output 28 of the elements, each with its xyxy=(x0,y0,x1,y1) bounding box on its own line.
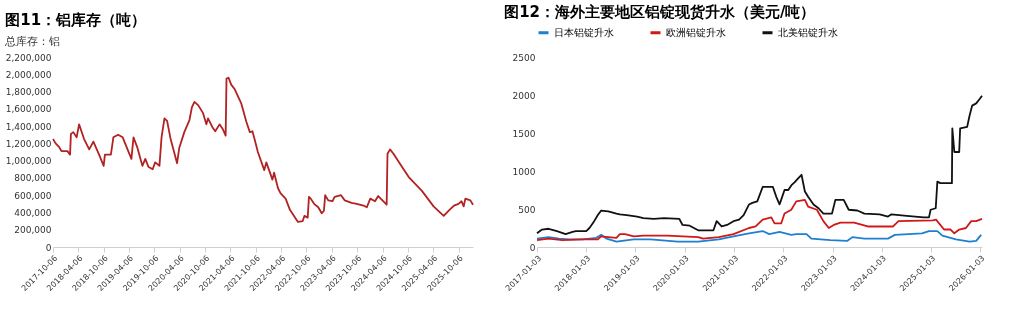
y-tick-label: 1500 xyxy=(512,128,536,139)
y-tick-label: 600,000 xyxy=(14,190,52,201)
y-tick-label: 0 xyxy=(529,242,536,253)
line-series xyxy=(536,198,983,242)
y-tick-label: 1,000,000 xyxy=(5,156,52,167)
y-tick-label: 1000 xyxy=(512,166,536,177)
y-tick-label: 2500 xyxy=(512,52,536,63)
y-tick-label: 2000 xyxy=(512,90,536,101)
y-tick-label: 0 xyxy=(45,242,52,253)
chart-title: 图12：海外主要地区铝锭现货升水（美元/吨） xyxy=(504,3,816,21)
y-tick-label: 1,800,000 xyxy=(5,87,52,98)
chart-title: 图11：铝库存（吨） xyxy=(5,11,147,29)
y-tick-label: 1,200,000 xyxy=(5,138,52,149)
y-tick-label: 800,000 xyxy=(14,173,52,184)
line-series xyxy=(52,76,474,223)
legend-label: 北美铝锭升水 xyxy=(778,26,838,38)
y-tick-label: 1,600,000 xyxy=(5,104,52,115)
chart-subtitle: 总库存：铝 xyxy=(4,35,61,48)
y-tick-label: 200,000 xyxy=(14,225,52,236)
y-tick-label: 2,000,000 xyxy=(5,69,52,80)
line-series xyxy=(536,94,983,235)
y-tick-label: 400,000 xyxy=(14,207,52,218)
y-tick-label: 2,200,000 xyxy=(5,52,52,63)
legend-label: 欧洲铝锭升水 xyxy=(666,26,726,38)
y-tick-label: 500 xyxy=(518,204,536,215)
legend-label: 日本铝锭升水 xyxy=(554,26,614,38)
y-tick-label: 1,400,000 xyxy=(5,121,52,132)
line-series xyxy=(536,230,983,243)
